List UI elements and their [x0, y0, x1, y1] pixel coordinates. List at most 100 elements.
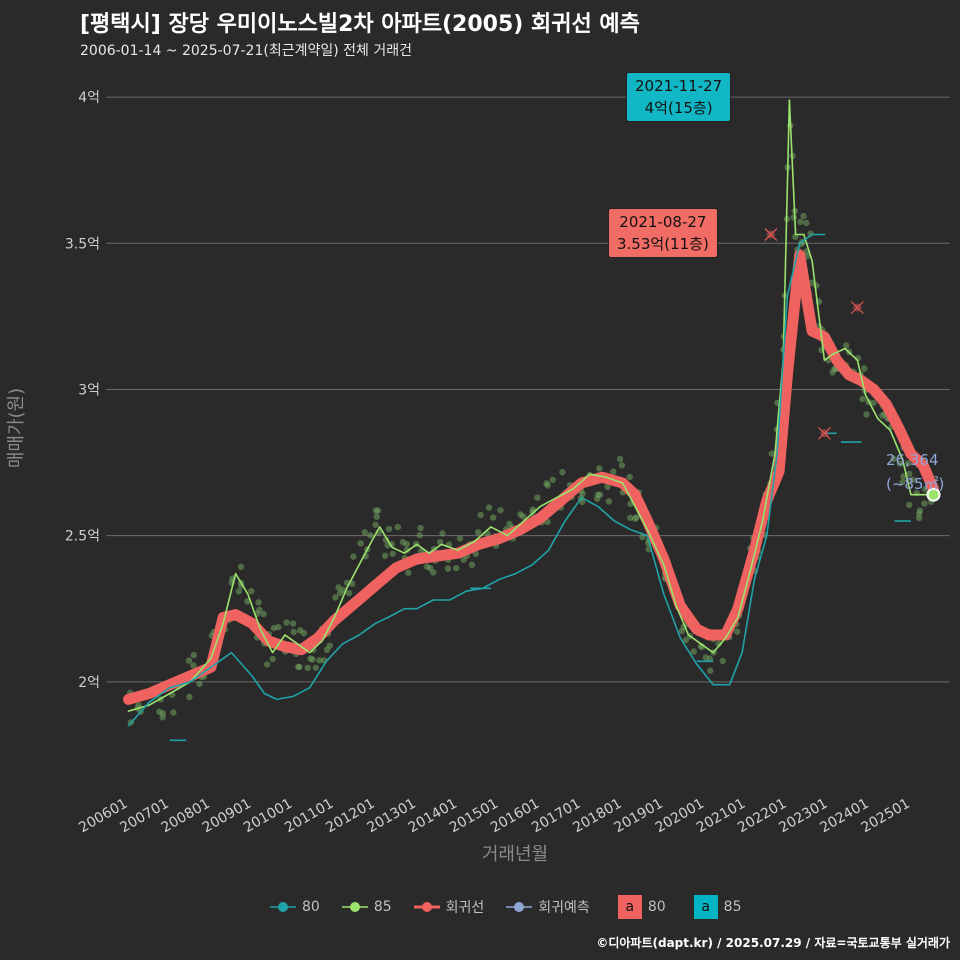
max-80-annotation: 2021-08-27 3.53억(11층) [608, 208, 718, 258]
y-tick-label: 3.5억 [65, 236, 100, 252]
transaction-point [372, 507, 380, 514]
excluded-point-mark [850, 301, 864, 315]
legend-label-80: 80 [302, 899, 320, 915]
transaction-point [474, 528, 482, 536]
transaction-point [904, 460, 912, 467]
transaction-point [237, 563, 245, 570]
transaction-point [260, 610, 267, 618]
transaction-point [916, 507, 924, 514]
transaction-point [519, 513, 527, 520]
source-footer: ©디아파트(dapt.kr) / 2025.07.29 / 자료=국토교통부 실… [596, 936, 950, 950]
transaction-point [382, 536, 390, 543]
legend-box-85-label: 85 [723, 899, 742, 915]
latest-point [926, 487, 941, 502]
legend-item-regression: 회귀선 [413, 897, 485, 917]
transaction-point [295, 663, 302, 671]
transaction-points [126, 122, 935, 726]
transaction-point [626, 473, 633, 481]
max-80-price: 3.53억(11층) [617, 235, 709, 253]
transaction-point [604, 483, 611, 490]
transaction-point [906, 501, 913, 508]
transaction-point [900, 473, 907, 480]
y-tick-label: 2억 [78, 675, 100, 691]
chart-subtitle: 2006-01-14 ~ 2025-07-21(최근계약일) 전체 거래건 [80, 43, 412, 59]
legend-item-prediction: 회귀예측 [506, 897, 590, 917]
y-axis-label: 매매가(원) [6, 388, 27, 468]
transaction-point [639, 533, 646, 541]
transaction-point [417, 524, 424, 532]
transaction-point [627, 514, 634, 522]
transaction-point [863, 411, 870, 418]
transaction-point [283, 619, 290, 626]
transaction-point [244, 598, 251, 605]
blue-line-point-icon [506, 897, 533, 917]
transaction-point [861, 365, 868, 372]
legend-box-80-label: 80 [647, 899, 666, 915]
transaction-point [335, 584, 342, 591]
x-axis-label: 거래년월 [482, 844, 548, 865]
transaction-point [312, 664, 320, 671]
transaction-point [453, 564, 460, 572]
max-80-date: 2021-08-27 [619, 213, 707, 231]
transaction-point [196, 680, 203, 688]
transaction-point [870, 399, 877, 407]
series-85-line [127, 99, 935, 712]
legend-item-85: 85 [341, 897, 392, 917]
transaction-point [430, 569, 437, 576]
transaction-point [316, 657, 323, 664]
max-85-price: 4억(15층) [644, 99, 713, 117]
transaction-point [456, 535, 464, 542]
transaction-point [803, 219, 810, 227]
legend-label-regression: 회귀선 [445, 900, 485, 916]
green-line-point-icon [341, 897, 368, 917]
transaction-point [497, 507, 504, 514]
y-tick-label: 2.5억 [65, 529, 100, 545]
excluded-point-mark [817, 426, 831, 440]
transaction-point [350, 553, 357, 560]
transaction-point [290, 628, 297, 636]
transaction-point [915, 514, 923, 522]
transaction-point [559, 469, 566, 476]
series-80-line [127, 233, 826, 727]
transaction-point [304, 664, 311, 671]
transaction-point [921, 500, 928, 507]
legend-box-85-letter: a [693, 895, 718, 919]
transaction-point [768, 450, 776, 457]
transaction-point [906, 470, 913, 478]
transaction-point [381, 552, 389, 559]
legend-box-80-letter: a [617, 895, 642, 919]
transaction-point [485, 504, 493, 511]
transaction-point [444, 565, 452, 572]
max-85-date: 2021-11-27 [635, 77, 723, 95]
transaction-point [361, 529, 368, 536]
transaction-point [706, 655, 714, 662]
teal-line-point-icon [270, 897, 296, 917]
series-lines [123, 99, 941, 742]
chart-title: [평택시] 장당 우미이노스빌2차 아파트(2005) 회귀선 예측 [80, 12, 640, 37]
transaction-point [255, 599, 262, 606]
transaction-point [534, 494, 541, 501]
transaction-point [170, 709, 177, 716]
transaction-point [309, 656, 316, 663]
transaction-point [248, 587, 255, 595]
transaction-point [468, 561, 476, 569]
transaction-point [800, 212, 807, 220]
transaction-point [618, 462, 626, 469]
transaction-point [439, 530, 446, 537]
transaction-point [842, 342, 850, 349]
transaction-point [275, 623, 282, 631]
transaction-point [159, 710, 167, 717]
latest-value: 26,364 [886, 451, 939, 469]
transaction-point [403, 540, 410, 548]
excluded-point-mark [764, 228, 778, 241]
transaction-point [544, 482, 551, 489]
transaction-point [579, 490, 586, 498]
legend-label-prediction: 회귀예측 [538, 900, 590, 916]
transaction-point [332, 594, 339, 601]
transaction-point [549, 476, 556, 484]
transaction-point [690, 648, 697, 655]
red-line-point-icon [413, 897, 440, 917]
transaction-point [719, 657, 726, 665]
transaction-point [707, 667, 714, 674]
latest-value-label: 26,364 (~85㎡) [886, 448, 944, 496]
